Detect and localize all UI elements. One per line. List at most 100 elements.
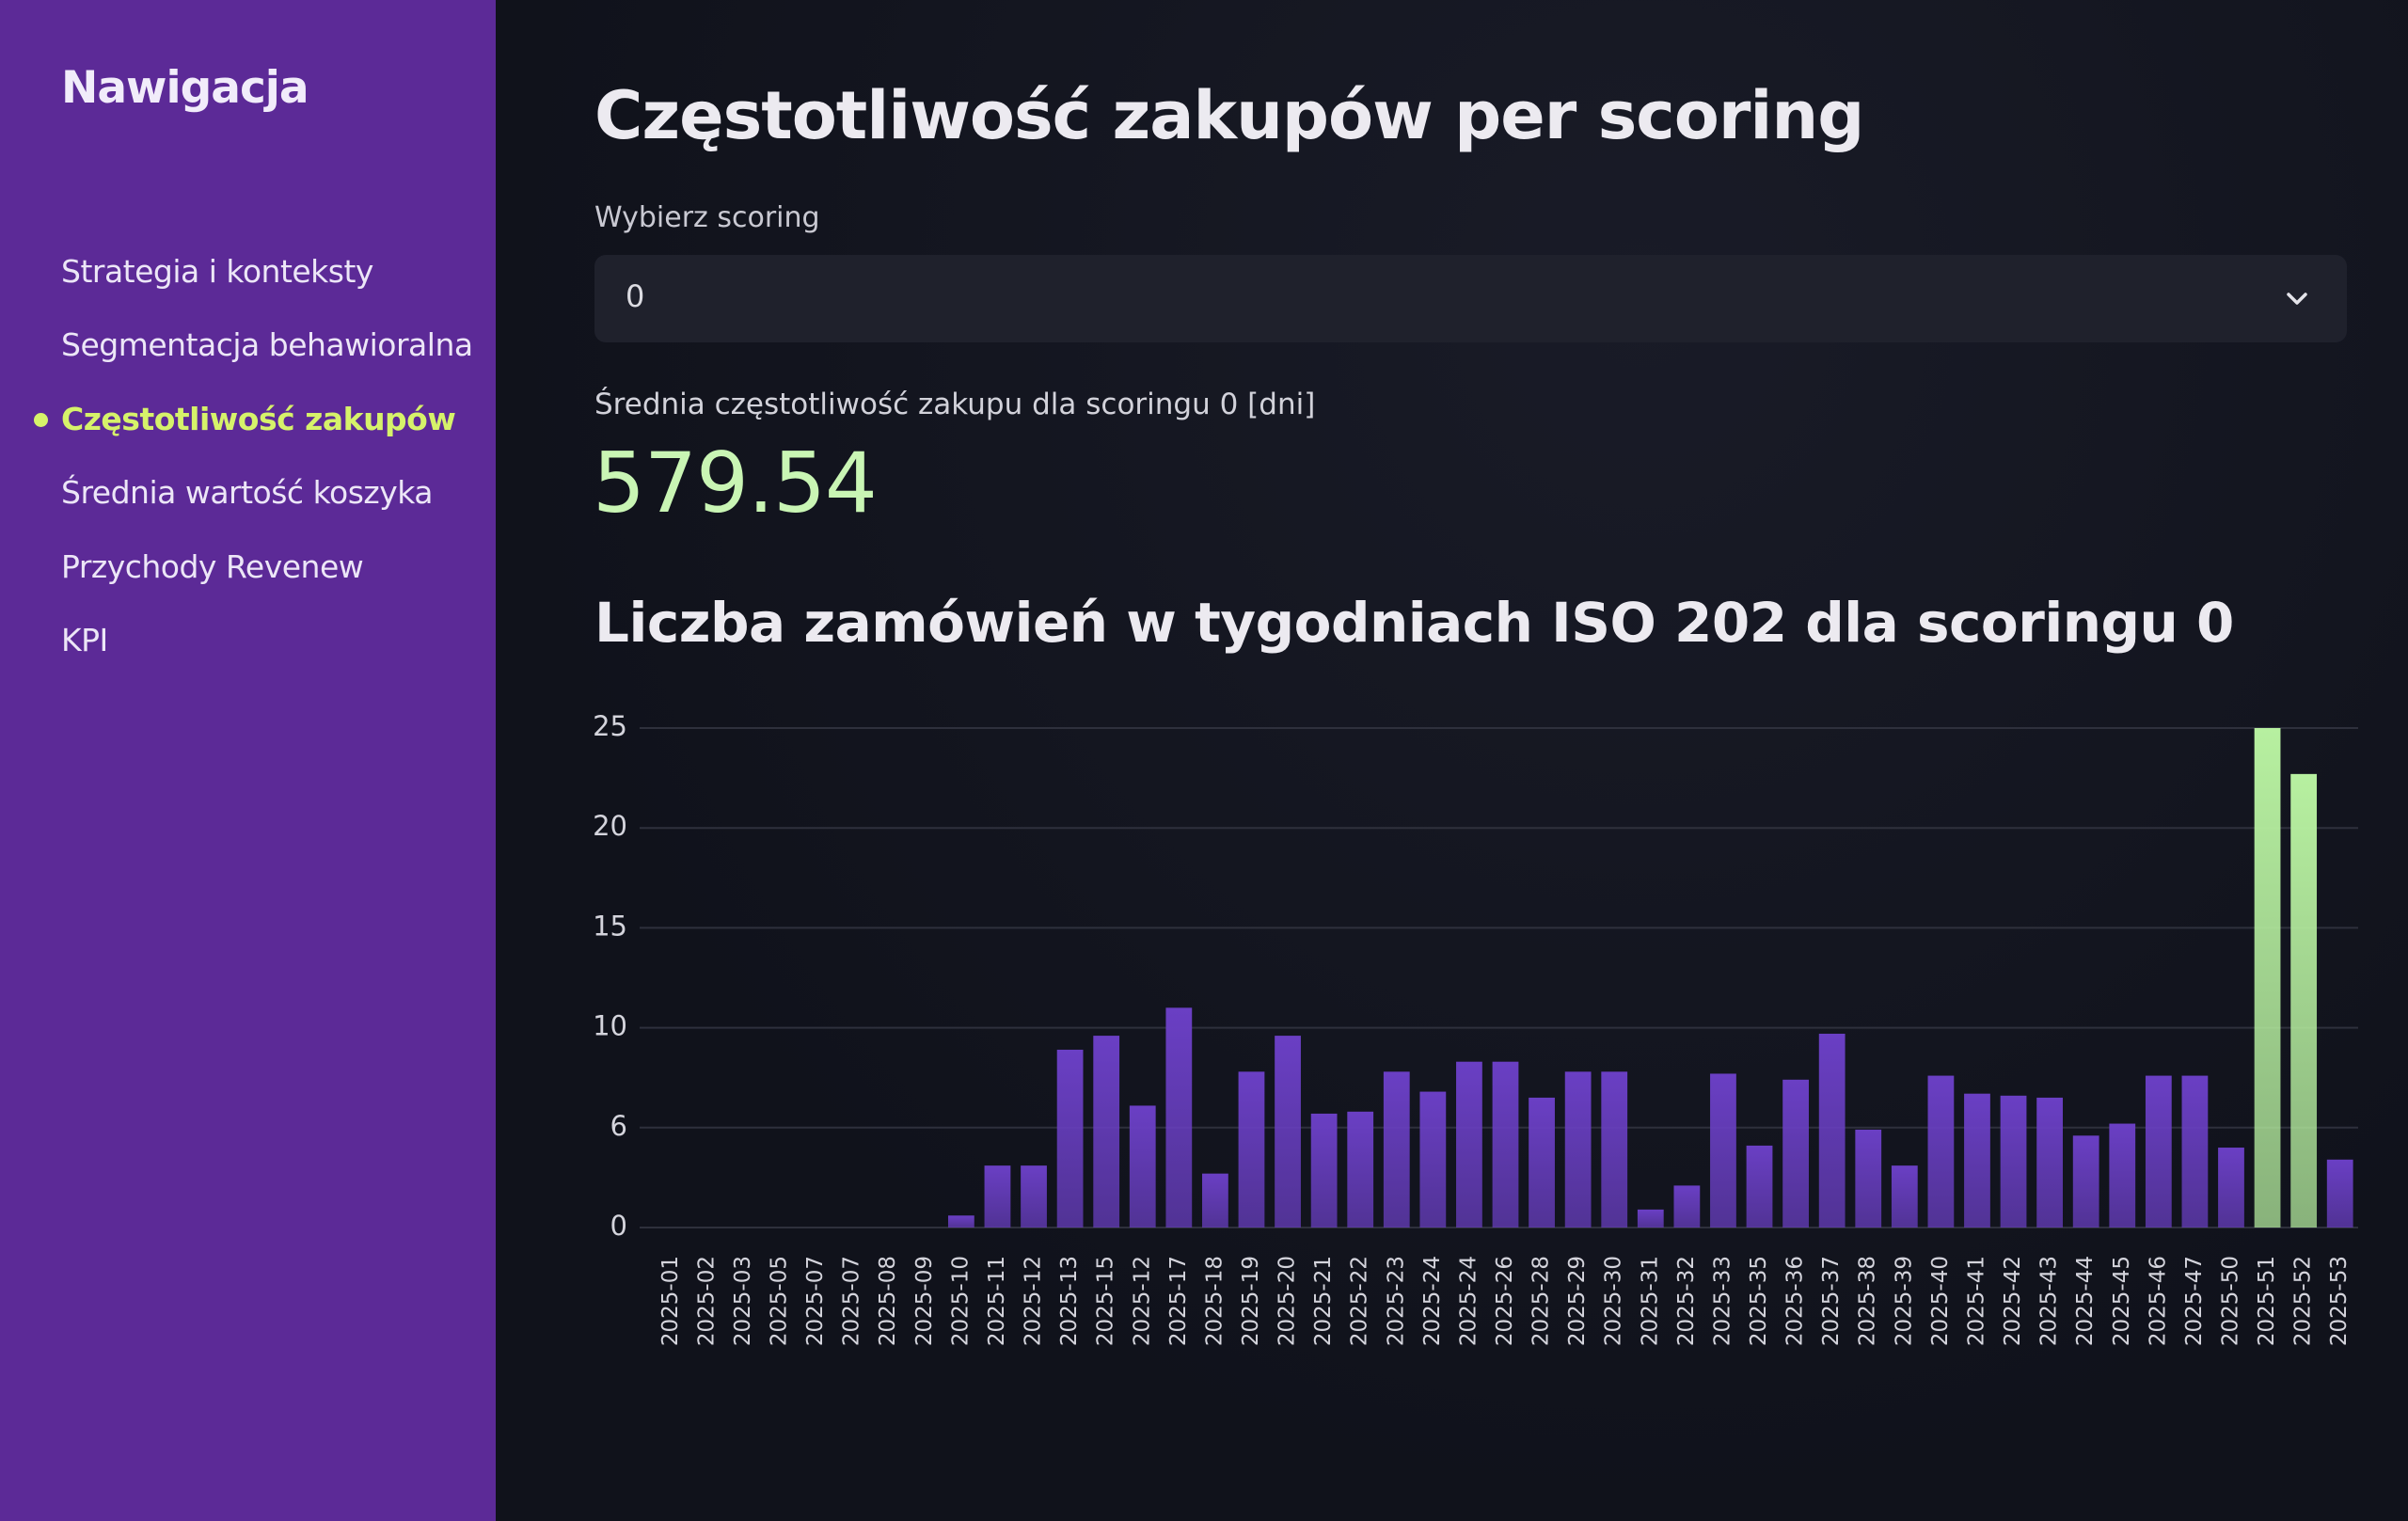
- x-tick-label: 2025-51: [2255, 1256, 2279, 1346]
- bar: [1782, 1079, 1809, 1228]
- bar: [1347, 1111, 1374, 1228]
- bar: [1021, 1165, 1047, 1228]
- bar: [1456, 1061, 1482, 1228]
- bar: [1855, 1129, 1882, 1228]
- bar: [1746, 1145, 1773, 1228]
- bar: [984, 1165, 1011, 1228]
- x-tick-label: 2025-10: [948, 1256, 973, 1346]
- y-tick-label: 0: [610, 1210, 627, 1242]
- x-tick-label: 2025-46: [2146, 1256, 2170, 1346]
- bar: [2072, 1135, 2099, 1228]
- x-tick-label: 2025-36: [1783, 1256, 1808, 1346]
- bar: [947, 1215, 974, 1228]
- bar: [2109, 1123, 2136, 1228]
- bar: [1056, 1049, 1084, 1228]
- nav-item[interactable]: Segmentacja behawioralna: [61, 326, 473, 364]
- bar: [1710, 1073, 1736, 1228]
- x-tick-label: 2025-13: [1057, 1256, 1082, 1346]
- select-value: 0: [626, 278, 645, 314]
- bar: [1529, 1097, 1555, 1228]
- x-tick-label: 2025-42: [2001, 1256, 2025, 1346]
- sidebar-title: Nawigacja: [61, 62, 309, 114]
- bar: [2000, 1095, 2027, 1228]
- nav-item[interactable]: KPI: [61, 621, 108, 658]
- bar: [1673, 1185, 1701, 1228]
- x-tick-label: 2025-45: [2110, 1256, 2134, 1346]
- x-tick-label: 2025-28: [1529, 1256, 1554, 1346]
- x-tick-label: 2025-32: [1674, 1256, 1699, 1346]
- x-tick-label: 2025-47: [2182, 1256, 2207, 1346]
- bar: [1129, 1105, 1156, 1228]
- x-tick-label: 2025-01: [658, 1256, 683, 1346]
- chart: 0 6 10 15 20 25 2025-01 2025-02 2025-03 2025-05 20…: [593, 710, 2358, 1346]
- x-tick-label: 2025-52: [2291, 1256, 2316, 1346]
- bar: [1637, 1209, 1664, 1228]
- bar: [2290, 773, 2318, 1228]
- page-title: Częstotliwość zakupów per scoring: [594, 77, 1864, 154]
- metric-value: 579.54: [593, 435, 878, 531]
- x-tick-label: 2025-12: [1022, 1256, 1046, 1346]
- bar: [1492, 1061, 1519, 1228]
- chart-title: Liczba zamówień w tygodniach ISO 202 dla…: [594, 591, 2234, 655]
- nav-item[interactable]: Przychody Revenew: [61, 547, 364, 585]
- x-tick-label: 2025-41: [1964, 1256, 1988, 1346]
- y-tick-label: 25: [593, 710, 627, 742]
- x-tick-label: 2025-43: [2037, 1256, 2062, 1346]
- x-tick-label: 2025-40: [1928, 1256, 1953, 1346]
- x-tick-label: 2025-09: [912, 1256, 937, 1346]
- x-tick-label: 2025-02: [694, 1256, 719, 1346]
- bar: [1202, 1173, 1228, 1228]
- x-tick-label: 2025-07: [803, 1256, 828, 1346]
- bar: [2181, 1075, 2209, 1228]
- bar: [1310, 1113, 1338, 1228]
- x-tick-label: 2025-15: [1094, 1256, 1118, 1346]
- x-tick-label: 2025-23: [1384, 1256, 1408, 1346]
- bar: [1093, 1036, 1120, 1228]
- x-tick-label: 2025-20: [1275, 1256, 1300, 1346]
- bar: [1564, 1071, 1592, 1228]
- y-tick-label: 20: [593, 810, 627, 842]
- y-tick-label: 6: [610, 1110, 627, 1142]
- x-tick-label: 2025-29: [1565, 1256, 1590, 1346]
- nav-item[interactable]: Częstotliwość zakupów: [0, 394, 473, 467]
- selectbox[interactable]: 0: [594, 255, 2347, 342]
- nav-item[interactable]: Średnia wartość koszyka: [61, 474, 433, 512]
- x-tick-label: 2025-35: [1747, 1256, 1771, 1346]
- x-tick-label: 2025-24: [1420, 1256, 1445, 1346]
- bar: [1891, 1165, 1918, 1228]
- x-tick-label: 2025-31: [1638, 1256, 1662, 1346]
- bar: [1419, 1091, 1447, 1228]
- bar: [1238, 1071, 1265, 1228]
- y-tick-label: 10: [593, 1010, 627, 1042]
- x-tick-label: 2025-22: [1348, 1256, 1372, 1346]
- select-label: Wybierz scoring: [594, 201, 820, 234]
- bar: [1927, 1075, 1955, 1228]
- x-tick-label: 2025-50: [2218, 1256, 2242, 1346]
- bar: [1964, 1093, 1990, 1228]
- x-tick-label: 2025-11: [985, 1256, 1009, 1346]
- bar: [1275, 1036, 1301, 1228]
- x-tick-label: 2025-08: [876, 1256, 900, 1346]
- bar: [2145, 1075, 2172, 1228]
- x-tick-label: 2025-26: [1493, 1256, 1517, 1346]
- x-tick-label: 2025-05: [768, 1256, 792, 1346]
- bar: [1165, 1007, 1193, 1228]
- nav-list: Strategia i konteksty Segmentacja behawio…: [0, 246, 473, 689]
- main: 0 6 10 15 20 25 2025-01 2025-02 2025-03 2025-05 20…: [496, 0, 2408, 1521]
- x-tick-label: 2025-53: [2327, 1256, 2352, 1346]
- chevron-icon: [2287, 293, 2307, 305]
- bar: [2218, 1148, 2244, 1228]
- metric-label: Średnia częstotliwość zakupu dla scoring…: [594, 388, 1316, 421]
- x-tick-label: 2025-18: [1202, 1256, 1227, 1346]
- x-tick-label: 2025-12: [1130, 1256, 1154, 1346]
- bar: [2036, 1097, 2064, 1228]
- x-tick-label: 2025-19: [1239, 1256, 1263, 1346]
- x-tick-label: 2025-24: [1456, 1256, 1481, 1346]
- bar: [2254, 728, 2281, 1228]
- x-tick-label: 2025-03: [731, 1256, 755, 1346]
- nav-item[interactable]: Strategia i konteksty: [61, 253, 373, 290]
- x-tick-label: 2025-30: [1602, 1256, 1626, 1346]
- bar: [2326, 1159, 2353, 1228]
- sidebar: Nawigacja Strategia i konteksty Segmentac…: [0, 0, 496, 1521]
